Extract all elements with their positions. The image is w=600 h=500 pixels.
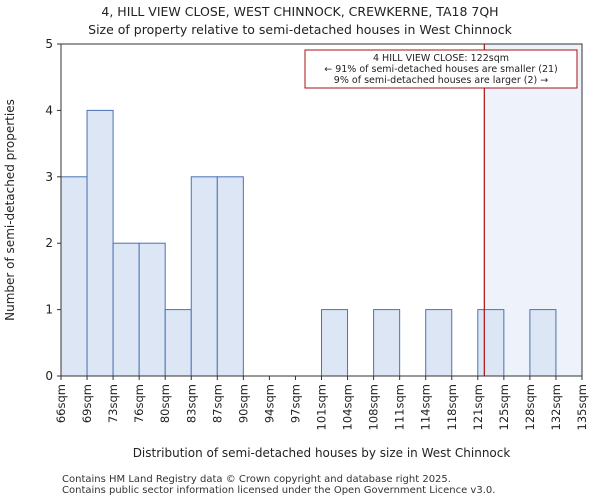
x-tick-label: 73sqm: [106, 384, 120, 423]
x-tick-label: 87sqm: [210, 384, 224, 423]
chart-subtitle: Size of property relative to semi-detach…: [88, 22, 512, 37]
bar-80sqm: [164, 309, 192, 377]
x-tick-label: 118sqm: [445, 384, 459, 430]
bar-66sqm: [60, 176, 88, 377]
y-tick-label: 1: [45, 303, 53, 317]
bar-114sqm: [425, 309, 453, 377]
bar-69sqm: [86, 109, 114, 377]
x-tick-label: 94sqm: [262, 384, 276, 423]
annotation-line2: ← 91% of semi-detached houses are smalle…: [324, 64, 558, 75]
annotation-box: [304, 49, 578, 89]
bar-101sqm: [321, 309, 349, 377]
x-tick-label: 80sqm: [158, 384, 172, 423]
x-tick-label: 135sqm: [575, 384, 589, 430]
x-axis-label: Distribution of semi-detached houses by …: [133, 446, 511, 460]
footer-line-1: Contains HM Land Registry data © Crown c…: [62, 474, 451, 485]
x-tick-label: 111sqm: [393, 384, 407, 430]
bar-76sqm: [138, 242, 166, 377]
bar-128sqm: [529, 309, 557, 377]
x-tick-label: 66sqm: [54, 384, 68, 423]
x-tick-label: 69sqm: [80, 384, 94, 423]
y-axis-label: Number of semi-detached properties: [3, 99, 17, 321]
chart-title: 4, HILL VIEW CLOSE, WEST CHINNOCK, CREWK…: [101, 4, 499, 19]
bar-87sqm: [216, 176, 244, 377]
footer-line-2: Contains public sector information licen…: [62, 485, 496, 496]
x-tick-label: 108sqm: [367, 384, 381, 430]
x-tick-label: 97sqm: [288, 384, 302, 423]
x-tick-label: 132sqm: [549, 384, 563, 430]
annotation-line3: 9% of semi-detached houses are larger (2…: [334, 75, 548, 86]
x-tick-label: 114sqm: [419, 384, 433, 430]
annotation-line1: 4 HILL VIEW CLOSE: 122sqm: [373, 53, 509, 64]
x-tick-label: 128sqm: [523, 384, 537, 430]
y-tick-label: 3: [45, 170, 53, 184]
bar-83sqm: [190, 176, 218, 377]
y-tick-label: 2: [45, 236, 53, 250]
bar-121sqm: [477, 309, 505, 377]
y-tick-label: 5: [45, 37, 53, 51]
bar-73sqm: [112, 242, 140, 377]
bar-108sqm: [373, 309, 401, 377]
y-tick-label: 4: [45, 103, 53, 117]
x-tick-label: 90sqm: [236, 384, 250, 423]
x-tick-label: 83sqm: [184, 384, 198, 423]
y-tick-label: 0: [45, 369, 53, 383]
x-tick-label: 125sqm: [497, 384, 511, 430]
x-tick-label: 76sqm: [132, 384, 146, 423]
x-tick-label: 104sqm: [341, 384, 355, 430]
x-tick-label: 101sqm: [315, 384, 329, 430]
x-tick-label: 121sqm: [471, 384, 485, 430]
